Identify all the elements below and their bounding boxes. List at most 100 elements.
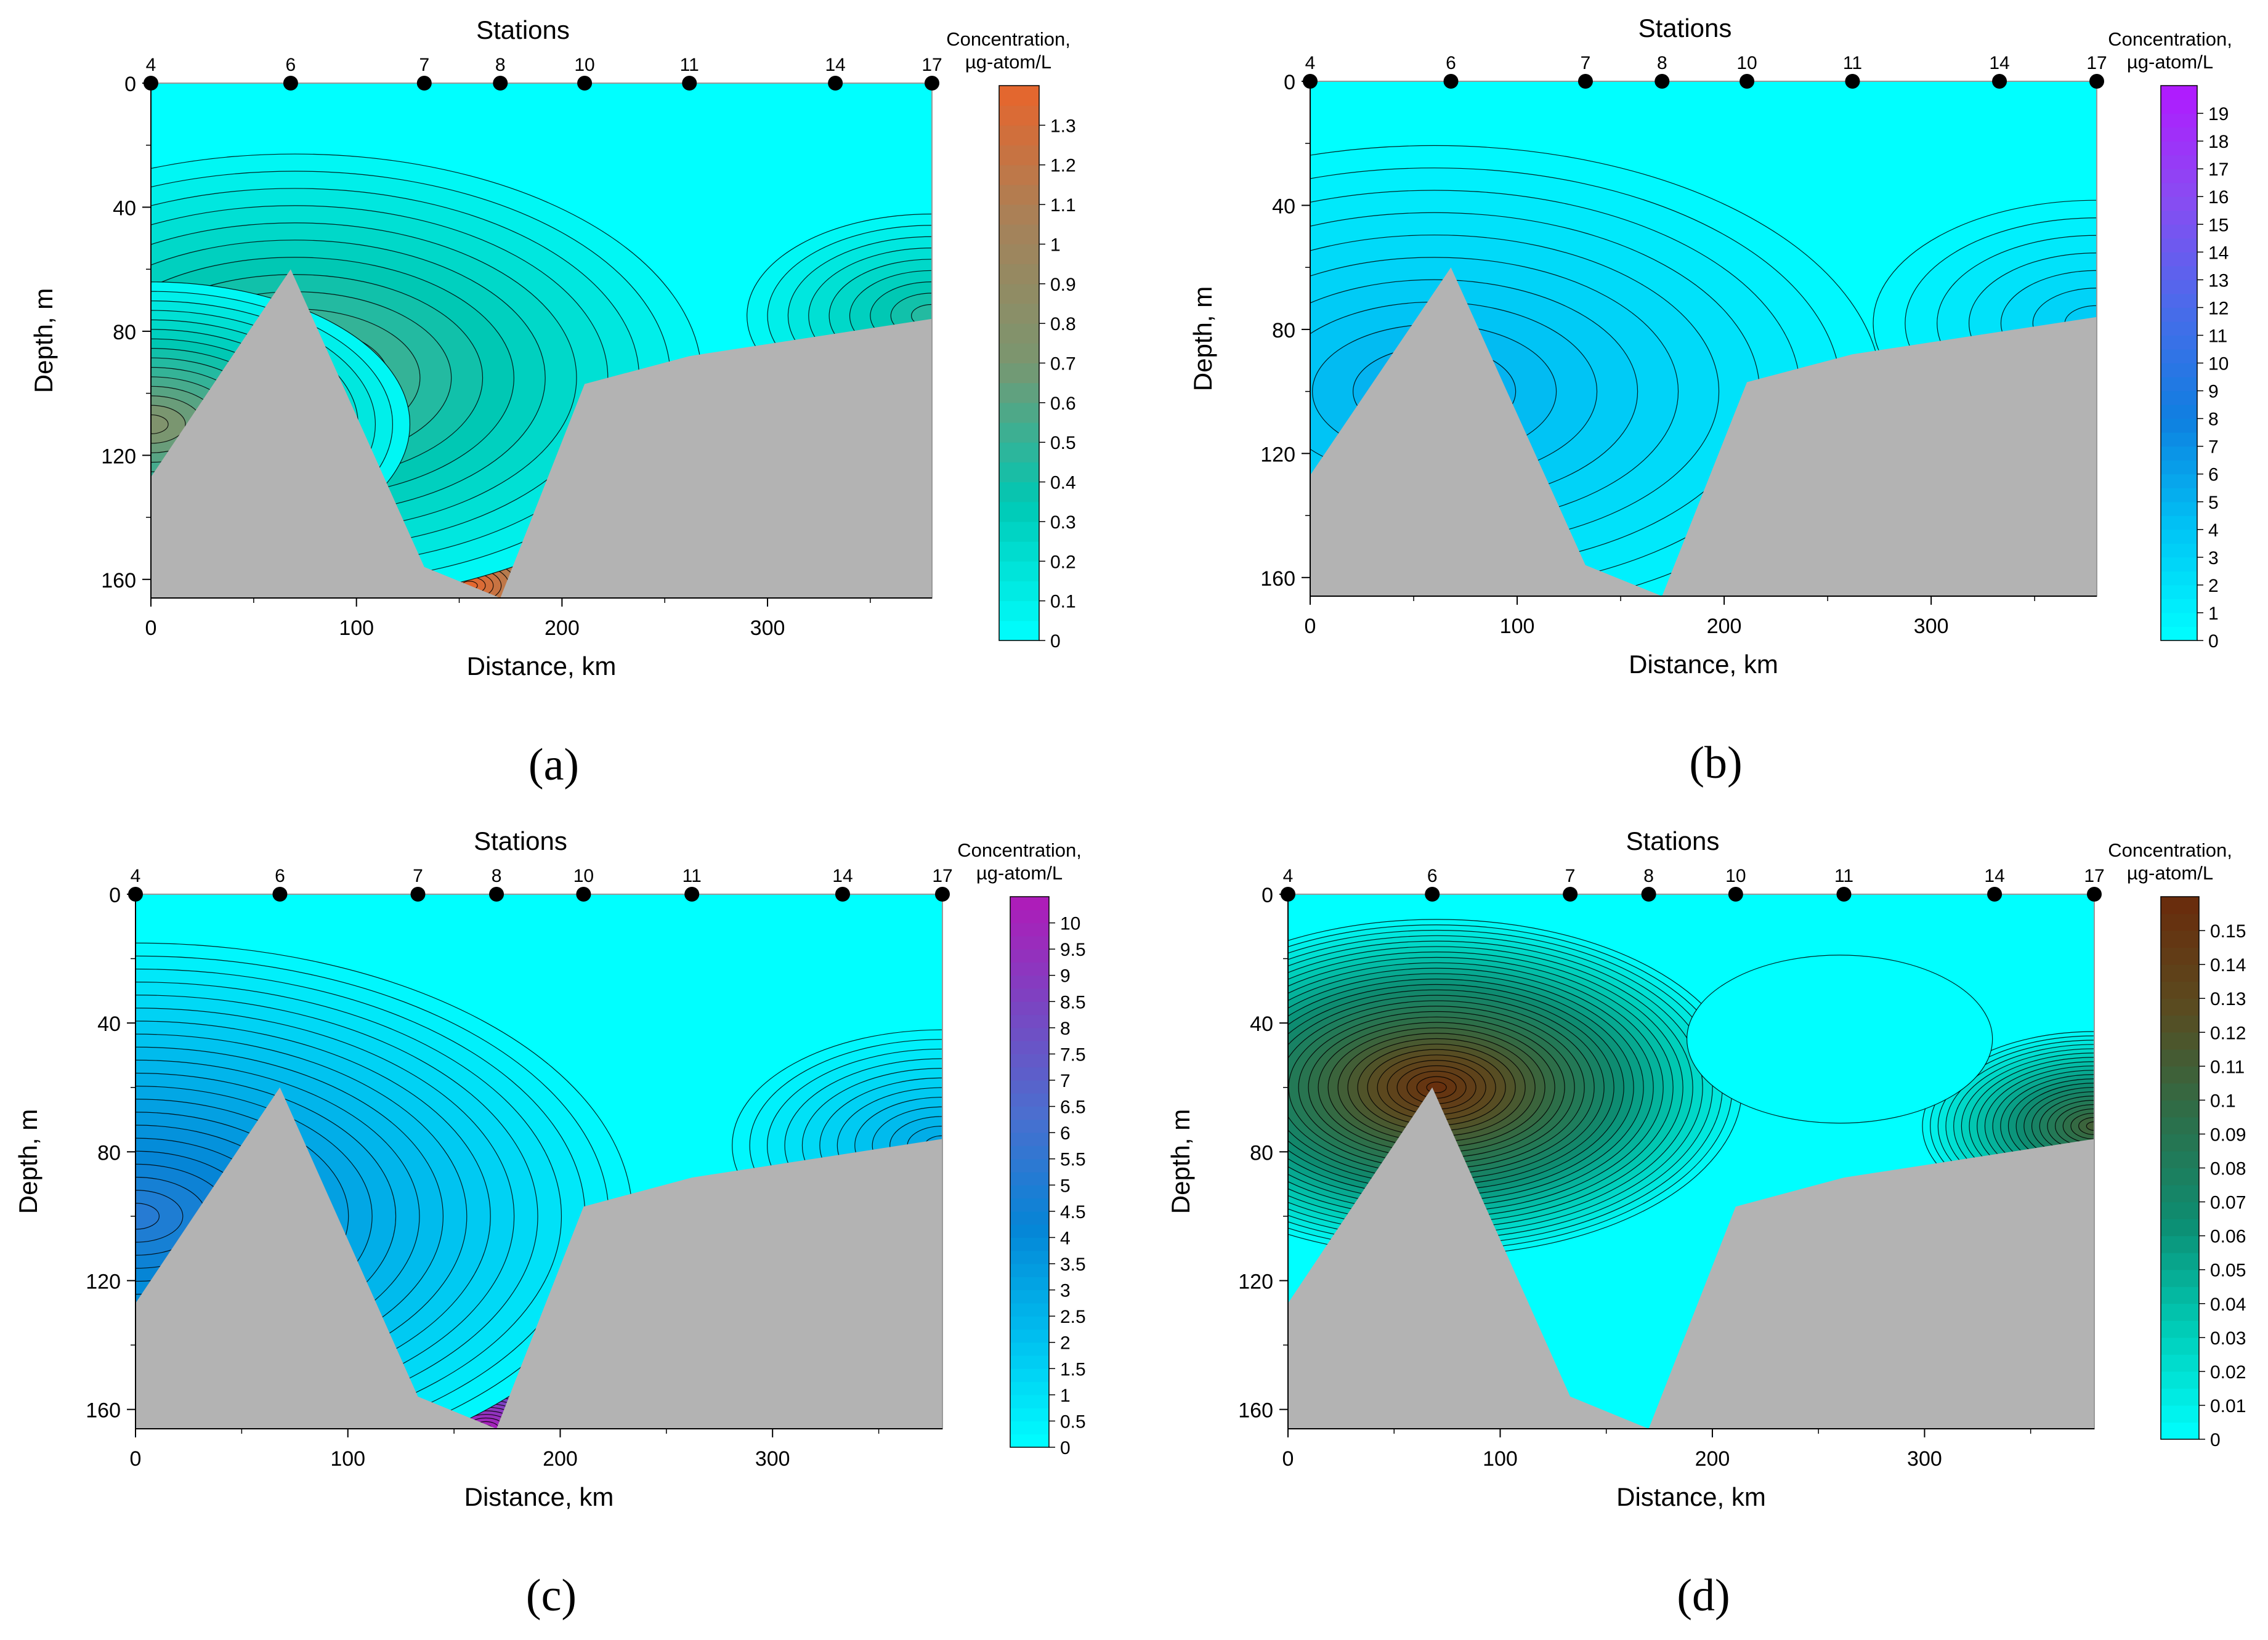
x-tick-label: 0 — [130, 1447, 142, 1471]
colorbar-tick-label: 0.06 — [2210, 1227, 2246, 1247]
station-label: 7 — [413, 866, 423, 886]
colorbar-tick-label: 0.6 — [1050, 394, 1076, 414]
colorbar-segment — [2161, 1066, 2199, 1084]
colorbar-segment — [2161, 1134, 2199, 1152]
panel-caption: (a) — [529, 740, 579, 790]
colorbar-segment — [2161, 1100, 2199, 1118]
station-marker — [144, 76, 158, 91]
y-tick-label: 0 — [124, 73, 136, 96]
colorbar-tick-label: 0.7 — [1050, 354, 1076, 374]
station-label: 7 — [419, 55, 429, 75]
colorbar-segment — [2161, 265, 2197, 280]
y-tick-label: 120 — [1238, 1270, 1273, 1293]
station-marker — [2089, 74, 2104, 89]
colorbar-segment — [999, 105, 1039, 126]
station-marker — [1563, 887, 1578, 902]
colorbar-tick-label: 8 — [1060, 1019, 1071, 1039]
colorbar-tick-label: 1 — [2208, 604, 2219, 624]
seabed — [136, 1087, 942, 1429]
colorbar-segment — [2161, 543, 2197, 558]
colorbar-segment — [1010, 1368, 1049, 1383]
colorbar-segment — [2161, 1320, 2199, 1338]
station-label: 17 — [2084, 866, 2104, 886]
colorbar-segment — [999, 363, 1039, 384]
y-tick-label: 80 — [1272, 319, 1295, 342]
colorbar-tick-label: 0.4 — [1050, 473, 1076, 493]
colorbar-segment — [999, 283, 1039, 304]
colorbar-segment — [1010, 1172, 1049, 1186]
colorbar-segment — [2161, 321, 2197, 336]
colorbar-tick-label: 7 — [2208, 437, 2219, 458]
colorbar-segment — [1010, 1198, 1049, 1212]
y-tick-label: 0 — [1262, 884, 1273, 907]
stations-title: Stations — [474, 826, 567, 855]
colorbar-tick-label: 4 — [1060, 1228, 1071, 1248]
station-marker — [835, 887, 850, 902]
colorbar-tick-label: 0.05 — [2210, 1261, 2246, 1281]
colorbar-segment — [999, 343, 1039, 363]
colorbar-tick-label: 10 — [1060, 914, 1080, 934]
colorbar-segment — [2161, 931, 2199, 948]
colorbar-tick-label: 6 — [1060, 1123, 1071, 1144]
colorbar-segment — [2161, 947, 2199, 965]
colorbar-segment — [999, 264, 1039, 285]
station-label: 17 — [921, 55, 942, 75]
colorbar-tick-label: 0.8 — [1050, 314, 1076, 334]
colorbar-tick-label: 9.5 — [1060, 940, 1086, 960]
colorbar-segment — [2161, 99, 2197, 114]
station-label: 11 — [682, 866, 702, 886]
colorbar-segment — [2161, 1168, 2199, 1186]
colorbar-segment — [1010, 1237, 1049, 1251]
x-tick-label: 0 — [1282, 1447, 1294, 1471]
colorbar-tick-label: 2 — [2208, 576, 2219, 596]
colorbar-tick-label: 1.1 — [1050, 195, 1076, 216]
colorbar-tick-label: 5.5 — [1060, 1150, 1086, 1170]
colorbar-segment — [2161, 1049, 2199, 1067]
y-tick-label: 160 — [101, 569, 136, 592]
colorbar-segment — [2161, 501, 2197, 516]
colorbar-tick-label: 0.07 — [2210, 1193, 2246, 1213]
colorbar-segment — [2161, 529, 2197, 544]
colorbar-segment — [2161, 584, 2197, 599]
panel-caption: (c) — [526, 1570, 577, 1621]
station-label: 10 — [1725, 866, 1746, 886]
colorbar-tick-label: 1.3 — [1050, 116, 1076, 136]
colorbar-tick-label: 0.11 — [2210, 1057, 2245, 1077]
colorbar-segment — [999, 541, 1039, 562]
colorbar-tick-label: 0.03 — [2210, 1328, 2246, 1349]
colorbar-segment — [2161, 1337, 2199, 1355]
y-axis-label: Depth, m — [14, 1109, 43, 1214]
panel-caption: (d) — [1677, 1570, 1730, 1621]
colorbar-segment — [1010, 1001, 1049, 1016]
station-marker — [1577, 74, 1593, 89]
colorbar-segment — [1010, 962, 1049, 976]
colorbar-segment — [2161, 981, 2199, 999]
station-label: 4 — [146, 55, 156, 75]
colorbar-tick-label: 9 — [1060, 966, 1071, 987]
colorbar-segment — [999, 501, 1039, 522]
colorbar-segment — [2161, 515, 2197, 530]
station-marker — [1728, 887, 1743, 902]
x-tick-label: 200 — [545, 616, 580, 640]
colorbar-segment — [2161, 363, 2197, 378]
y-tick-label: 160 — [1238, 1399, 1273, 1423]
colorbar-segment — [2161, 1405, 2199, 1423]
colorbar-segment — [1010, 1434, 1049, 1448]
colorbar-segment — [2161, 210, 2197, 225]
colorbar-segment — [2161, 182, 2197, 197]
colorbar-tick-label: 0.5 — [1050, 433, 1076, 453]
colorbar-tick-label: 0.04 — [2210, 1295, 2246, 1315]
colorbar-tick-label: 0.12 — [2210, 1023, 2246, 1043]
colorbar-segment — [2161, 335, 2197, 350]
station-label: 17 — [2086, 53, 2107, 73]
station-label: 10 — [1736, 53, 1757, 73]
colorbar-segment — [999, 422, 1039, 443]
colorbar-tick-label: 3 — [2208, 548, 2219, 568]
colorbar-tick-label: 0 — [1050, 631, 1061, 652]
colorbar-segment — [2161, 252, 2197, 267]
station-marker — [925, 76, 939, 91]
station-label: 14 — [825, 55, 845, 75]
colorbar-segment — [2161, 1269, 2199, 1287]
